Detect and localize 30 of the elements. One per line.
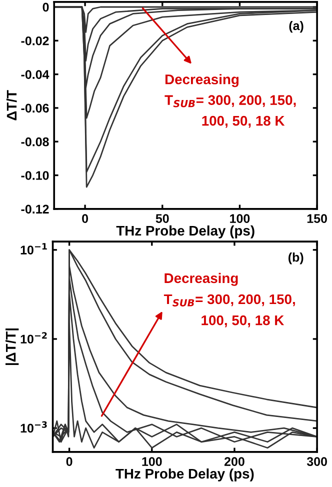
y-tick-label: 0: [42, 2, 49, 12]
annotation: Decreasing: [164, 272, 238, 286]
x-tick-label: 150: [307, 214, 327, 223]
annotation: Decreasing: [165, 74, 239, 88]
y-tick-label: -0.08: [21, 137, 49, 146]
y-tick-label: 10$^{−2}$: [20, 332, 47, 344]
annotation: 100, 50, 18 K: [202, 315, 284, 328]
y-tick-label: -0.06: [21, 104, 49, 113]
annotation: T$_{SUB}$= 300, 200, 150,: [164, 294, 295, 306]
x-tick-label: 0: [82, 214, 88, 223]
y-tick-label: -0.12: [21, 204, 49, 214]
x-tick-label: 50: [156, 214, 169, 223]
y-tick-label: -0.04: [21, 70, 50, 79]
x-tick-label: 0: [66, 457, 72, 466]
y-tick-label: -0.10: [21, 171, 49, 180]
y-axis-title: ΔT/T: [6, 90, 17, 120]
annotation: (b): [288, 252, 304, 264]
x-tick-label: 200: [224, 457, 244, 466]
x-axis-title: THz Probe Delay (ps): [116, 225, 254, 238]
y-tick-label: -0.02: [21, 36, 49, 46]
y-tick-label: 10$^{−3}$: [20, 421, 47, 433]
annotation: (a): [289, 20, 304, 33]
x-tick-label: 100: [230, 214, 250, 223]
x-tick-label: 100: [142, 457, 162, 466]
x-tick-label: 300: [306, 457, 327, 466]
x-axis-title: THz Probe Delay (ps): [116, 468, 254, 482]
annotation: T$_{SUB}$= 300, 200, 150,: [164, 95, 296, 108]
annotation: 100, 50, 18 K: [202, 116, 285, 128]
y-axis-title: |ΔT/T|: [6, 328, 19, 365]
y-tick-label: 10$^{−1}$: [20, 243, 47, 254]
